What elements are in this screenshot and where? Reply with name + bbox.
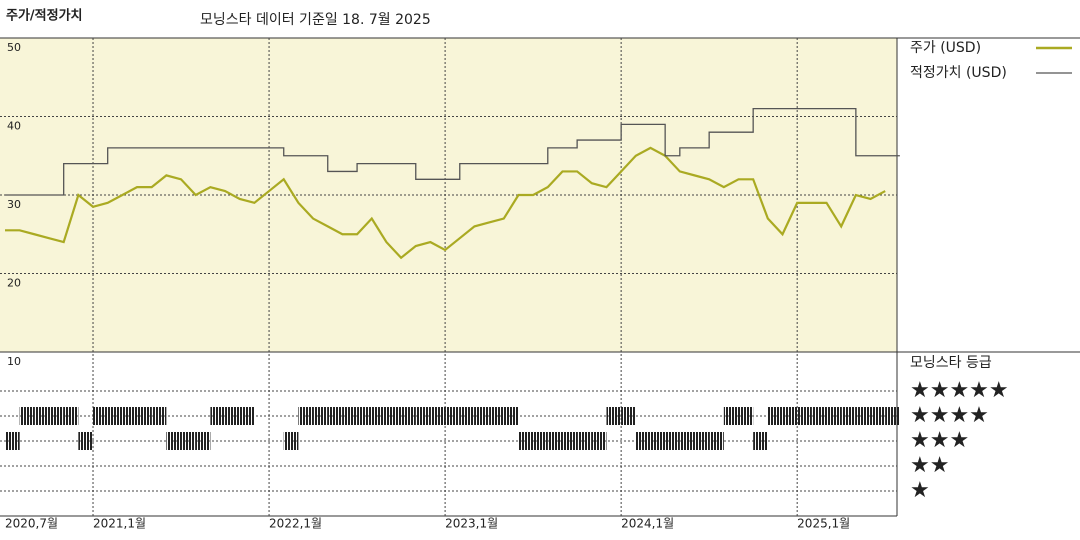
rating-title: 모닝스타 등급: [910, 355, 992, 371]
rating-bar: [210, 407, 226, 425]
rating-bar: [679, 432, 695, 450]
rating-bar: [401, 407, 416, 425]
rating-bar: [650, 432, 666, 450]
rating-bar: [415, 407, 431, 425]
series-line: [5, 146, 886, 260]
rating-bar: [445, 407, 460, 425]
rating-bar: [166, 432, 182, 450]
rating-bar: [855, 407, 871, 425]
rating-bar: [738, 407, 754, 425]
y-tick-label: 20: [7, 277, 21, 290]
rating-bar: [826, 407, 842, 425]
rating-bar: [489, 407, 504, 425]
rating-bar: [885, 407, 900, 425]
rating-bar: [313, 407, 328, 425]
rating-legend: ★★★★: [910, 403, 989, 428]
rating-bar: [49, 407, 64, 425]
rating-bar: [5, 432, 20, 450]
rating-bar: [78, 432, 94, 450]
x-tick-label: 2024,1월: [621, 517, 674, 531]
rating-bar: [474, 407, 490, 425]
rating-bar: [665, 432, 680, 450]
rating-bar: [19, 407, 35, 425]
x-tick-label: 2020,7월: [5, 517, 58, 531]
rating-bar: [723, 407, 739, 425]
rating-bar: [107, 407, 123, 425]
rating-bar: [562, 432, 578, 450]
rating-bar: [239, 407, 255, 425]
rating-bar: [386, 407, 402, 425]
x-tick-label: 2021,1월: [93, 517, 146, 531]
rating-bar: [225, 407, 240, 425]
rating-bar: [122, 407, 138, 425]
rating-bar: [782, 407, 798, 425]
rating-bar: [870, 407, 886, 425]
x-tick-label: 2023,1월: [445, 517, 498, 531]
y-tick-label: 40: [7, 120, 21, 133]
rating-bar: [371, 407, 387, 425]
rating-bar: [753, 432, 768, 450]
rating-legend: ★★: [910, 453, 949, 478]
x-tick-label: 2025,1월: [797, 517, 850, 531]
rating-bar: [93, 407, 108, 425]
rating-bar: [283, 432, 299, 450]
rating-bar: [181, 432, 196, 450]
rating-bar: [709, 432, 724, 450]
rating-bar: [841, 407, 856, 425]
series-line: [5, 108, 900, 196]
rating-legend: ★: [910, 478, 930, 503]
rating-bar: [518, 432, 534, 450]
y-tick-label: 50: [7, 41, 21, 54]
y-tick-label: 30: [7, 198, 21, 211]
rating-bar: [591, 432, 607, 450]
rating-legend: ★★★: [910, 428, 969, 453]
rating-legend: ★★★★★: [910, 378, 1009, 403]
rating-bar: [459, 407, 475, 425]
rating-bar: [298, 407, 314, 425]
rating-bar: [811, 407, 827, 425]
rating-bar: [357, 407, 372, 425]
x-tick-label: 2022,1월: [269, 517, 322, 531]
rating-bar: [621, 407, 636, 425]
rating-bar: [34, 407, 50, 425]
rating-bar: [797, 407, 812, 425]
rating-bar: [767, 407, 783, 425]
rating-bar: [63, 407, 79, 425]
rating-bar: [606, 407, 622, 425]
rating-bar: [694, 432, 710, 450]
legend-label: 적정가치 (USD): [910, 65, 1007, 81]
rating-bar: [547, 432, 563, 450]
rating-bar: [430, 407, 446, 425]
rating-bar: [327, 407, 343, 425]
rating-bar: [577, 432, 592, 450]
rating-bar: [533, 432, 548, 450]
rating-bar: [503, 407, 519, 425]
legend-label: 주가 (USD): [910, 40, 981, 56]
chart-title: 주가/적정가치: [6, 8, 83, 24]
rating-bar: [195, 432, 211, 450]
rating-bar: [151, 407, 167, 425]
y-tick-label: 10: [7, 355, 21, 368]
rating-bar: [342, 407, 358, 425]
rating-bar: [635, 432, 651, 450]
rating-bar: [137, 407, 152, 425]
chart-subtitle: 모닝스타 데이터 기준일 18. 7월 2025: [200, 12, 431, 28]
